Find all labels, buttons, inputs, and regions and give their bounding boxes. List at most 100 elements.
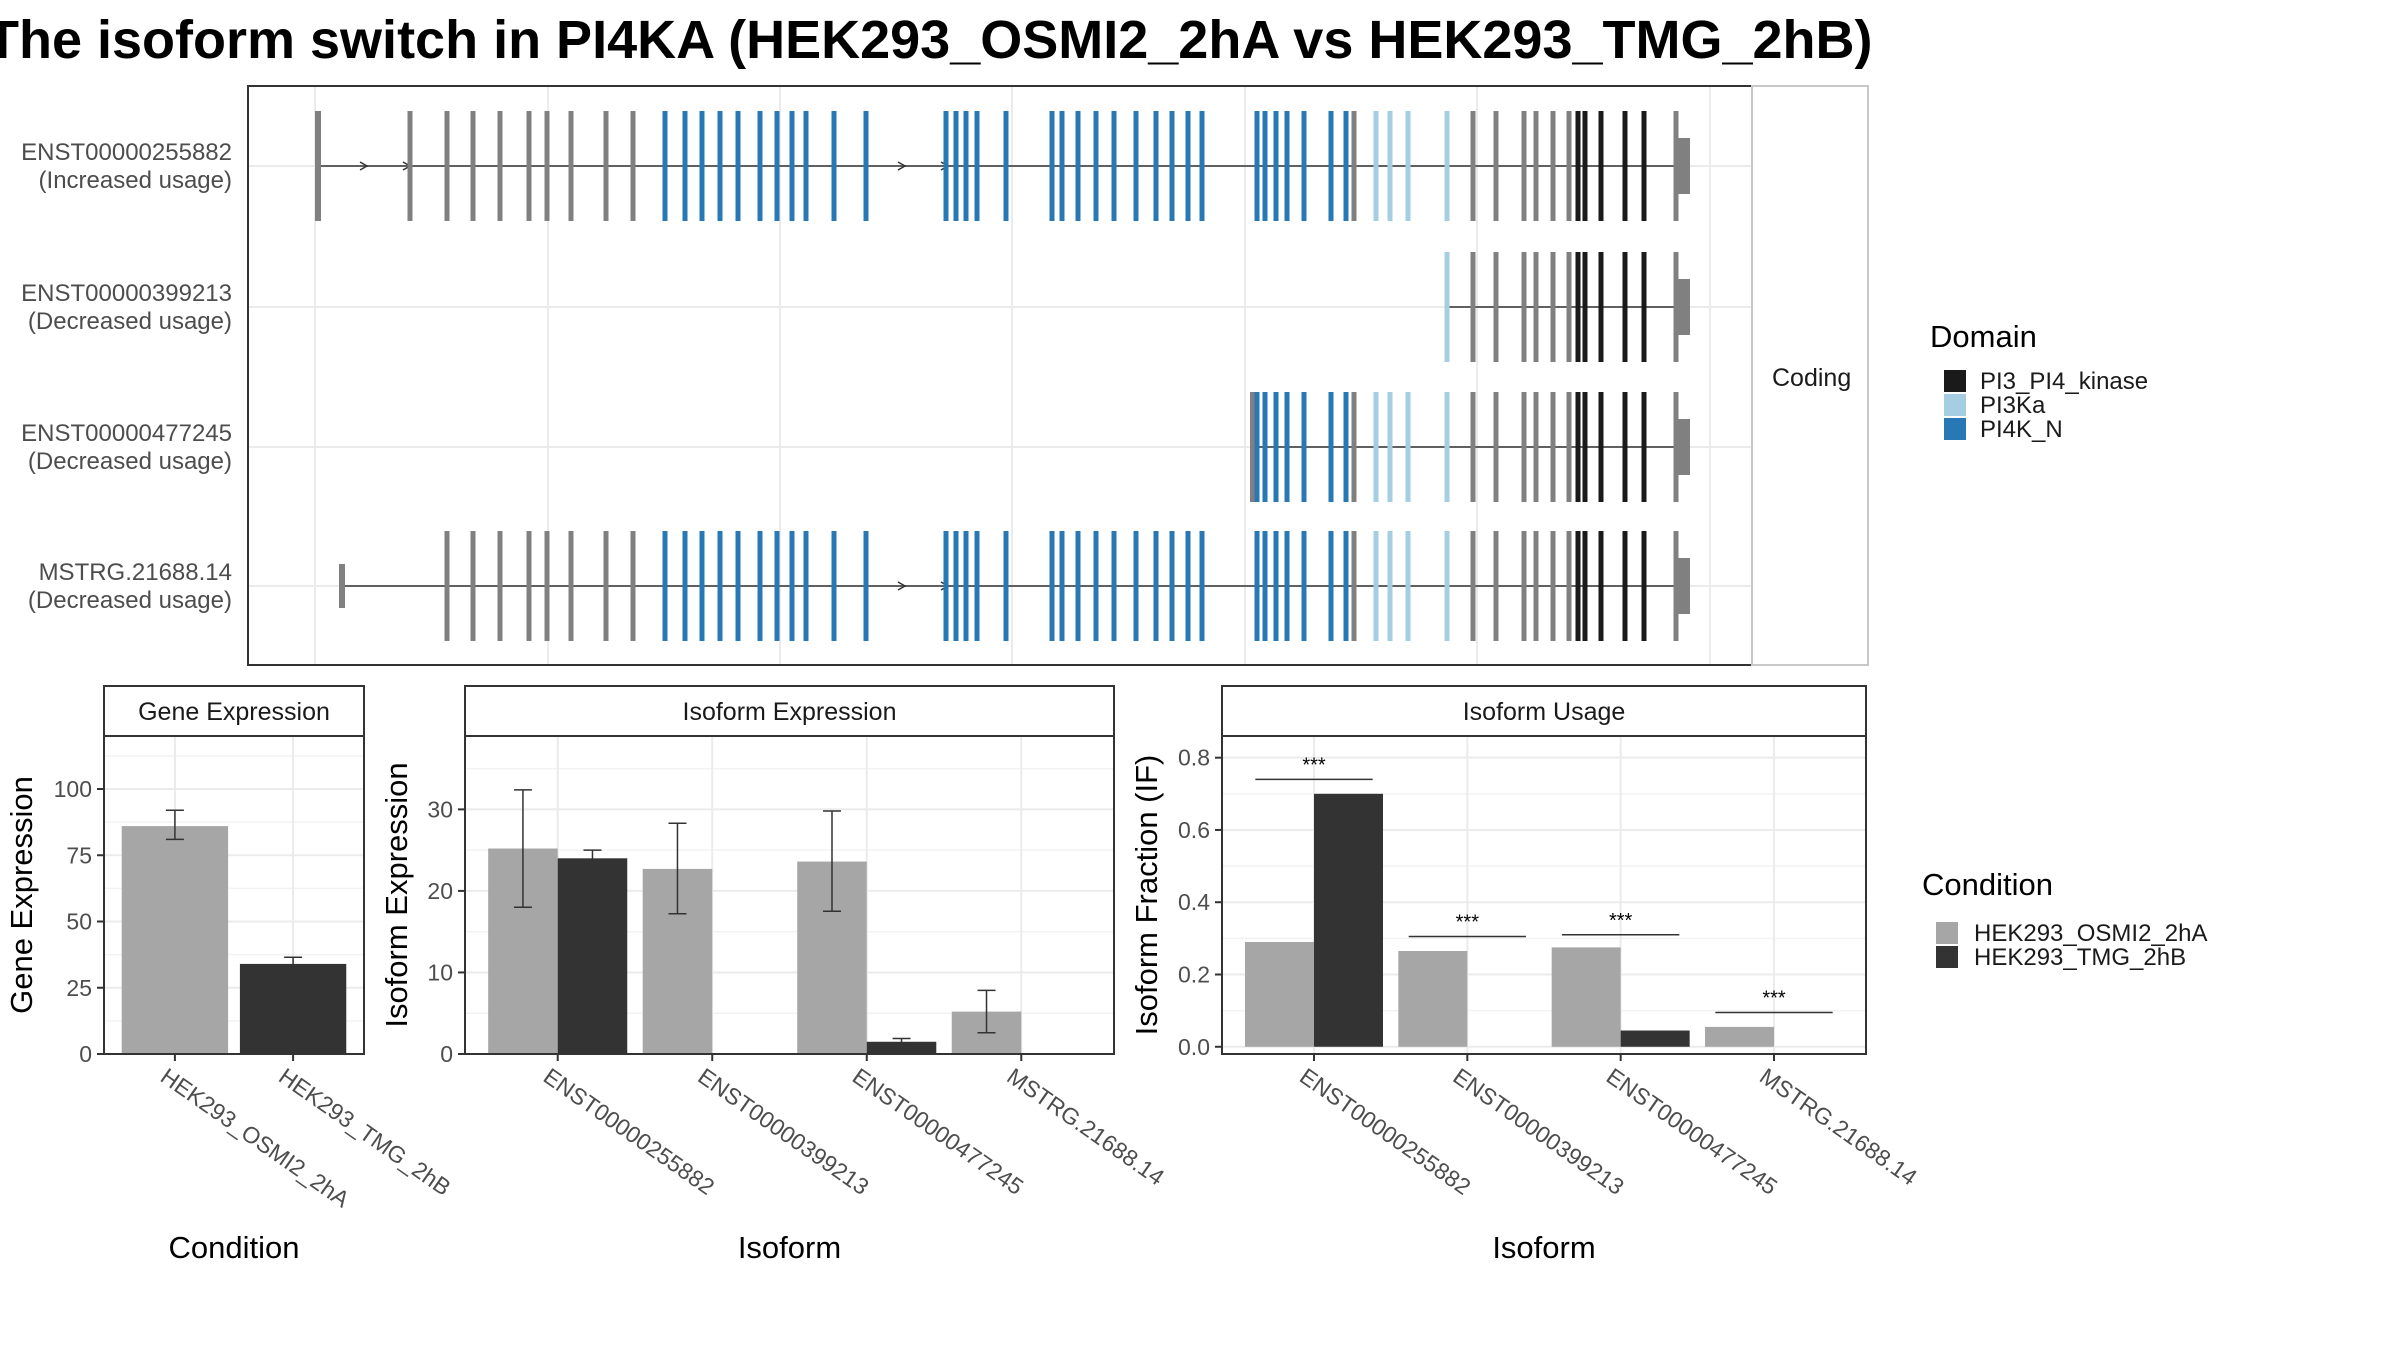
exon-block bbox=[1405, 531, 1411, 641]
exon-block bbox=[470, 111, 476, 221]
exon-block bbox=[1470, 531, 1476, 641]
exon-block bbox=[544, 111, 550, 221]
structure-facet-strip bbox=[1751, 85, 1869, 666]
exon-block bbox=[1093, 111, 1099, 221]
transcript-usage-label: (Decreased usage) bbox=[28, 448, 232, 475]
exon-block bbox=[803, 111, 809, 221]
utr-block bbox=[1676, 279, 1690, 335]
exon-block bbox=[1075, 531, 1081, 641]
exon-block bbox=[1343, 111, 1349, 221]
exon-block bbox=[1493, 531, 1499, 641]
exon-block bbox=[1405, 392, 1411, 502]
exon-block bbox=[1301, 392, 1307, 502]
panel-title: Isoform Usage bbox=[1463, 698, 1626, 726]
exon-block bbox=[1387, 111, 1393, 221]
exon-block bbox=[1550, 531, 1556, 641]
y-axis-title: Isoform Expression bbox=[379, 762, 414, 1027]
strand-arrow bbox=[897, 161, 907, 171]
exon-block bbox=[1521, 531, 1527, 641]
domain-legend-label: PI3_PI4_kinase bbox=[1980, 368, 2148, 395]
condition-legend-title: Condition bbox=[1922, 867, 2053, 902]
y-tick-label: 0.6 bbox=[1178, 817, 1210, 843]
exon-block bbox=[603, 111, 609, 221]
exon-block bbox=[1351, 531, 1357, 641]
exon-block bbox=[1444, 392, 1450, 502]
y-axis-title: Gene Expression bbox=[4, 776, 39, 1014]
exon-block bbox=[1598, 531, 1604, 641]
exon-block bbox=[699, 531, 705, 641]
y-tick-label: 25 bbox=[66, 975, 92, 1001]
exon-block bbox=[789, 531, 795, 641]
exon-block bbox=[1550, 252, 1556, 362]
exon-block bbox=[630, 531, 636, 641]
exon-block bbox=[831, 111, 837, 221]
exon-block bbox=[735, 111, 741, 221]
significance-label: *** bbox=[1609, 910, 1633, 932]
exon-block bbox=[526, 531, 532, 641]
exon-block bbox=[974, 111, 980, 221]
exon-block bbox=[1059, 111, 1065, 221]
condition-legend-label: HEK293_TMG_2hB bbox=[1974, 944, 2186, 971]
exon-block bbox=[1582, 531, 1588, 641]
y-tick-label: 0 bbox=[440, 1041, 453, 1067]
exon-block bbox=[1328, 111, 1334, 221]
transcript-model-3 bbox=[1250, 392, 1690, 502]
exon-block bbox=[1533, 531, 1539, 641]
domain-legend-label: PI3Ka bbox=[1980, 392, 2046, 419]
exon-block bbox=[953, 111, 959, 221]
domain-legend-swatch bbox=[1944, 394, 1966, 416]
exon-block bbox=[1351, 111, 1357, 221]
exon-block bbox=[757, 531, 763, 641]
exon-block bbox=[1185, 531, 1191, 641]
panel-strip bbox=[464, 685, 1115, 737]
exon-block bbox=[735, 531, 741, 641]
exon-block bbox=[1111, 111, 1117, 221]
exon-block bbox=[1582, 111, 1588, 221]
x-tick-label: ENST00000255882 bbox=[539, 1063, 719, 1200]
panel-strip bbox=[1221, 685, 1867, 737]
exon-block bbox=[1622, 252, 1628, 362]
condition-legend-label: HEK293_OSMI2_2hA bbox=[1974, 920, 2207, 947]
exon-block bbox=[831, 531, 837, 641]
transcript-model-2 bbox=[1444, 252, 1690, 362]
x-tick-label: ENST00000399213 bbox=[693, 1063, 873, 1200]
exon-block bbox=[1199, 111, 1205, 221]
isoform-expression-panel: 0 10 20 30 Isoform Expression ENST00000255882… bbox=[379, 685, 1169, 1265]
y-tick-label: 50 bbox=[66, 909, 92, 935]
exon-block bbox=[1185, 111, 1191, 221]
bar bbox=[1705, 1026, 1774, 1047]
exon-block bbox=[1622, 392, 1628, 502]
domain-legend-swatch bbox=[1944, 418, 1966, 440]
exon-block bbox=[1262, 392, 1268, 502]
exon-block bbox=[1049, 111, 1055, 221]
exon-block bbox=[963, 111, 969, 221]
exon-block bbox=[1254, 111, 1260, 221]
exon-block bbox=[1641, 111, 1647, 221]
transcript-usage-label: (Decreased usage) bbox=[28, 308, 232, 335]
x-tick-label: ENST00000477245 bbox=[848, 1063, 1028, 1200]
exon-block bbox=[1003, 531, 1009, 641]
exon-block bbox=[1133, 111, 1139, 221]
exon-block bbox=[1622, 531, 1628, 641]
exon-block bbox=[1641, 531, 1647, 641]
transcript-usage-label: (Increased usage) bbox=[39, 167, 232, 194]
exon-block bbox=[1284, 392, 1290, 502]
strand-arrow bbox=[897, 581, 907, 591]
exon-block bbox=[1641, 392, 1647, 502]
exon-block bbox=[1262, 531, 1268, 641]
y-tick-label: 0.2 bbox=[1178, 962, 1210, 988]
exon-block bbox=[682, 111, 688, 221]
utr-block bbox=[1676, 138, 1690, 194]
exon-block bbox=[774, 111, 780, 221]
exon-block bbox=[497, 111, 503, 221]
strand-arrow bbox=[359, 161, 369, 171]
exon-block bbox=[1566, 392, 1572, 502]
exon-block bbox=[974, 531, 980, 641]
exon-block bbox=[470, 531, 476, 641]
bar bbox=[1620, 1030, 1690, 1047]
exon-block bbox=[1566, 252, 1572, 362]
exon-block bbox=[863, 111, 869, 221]
exon-block bbox=[1351, 392, 1357, 502]
